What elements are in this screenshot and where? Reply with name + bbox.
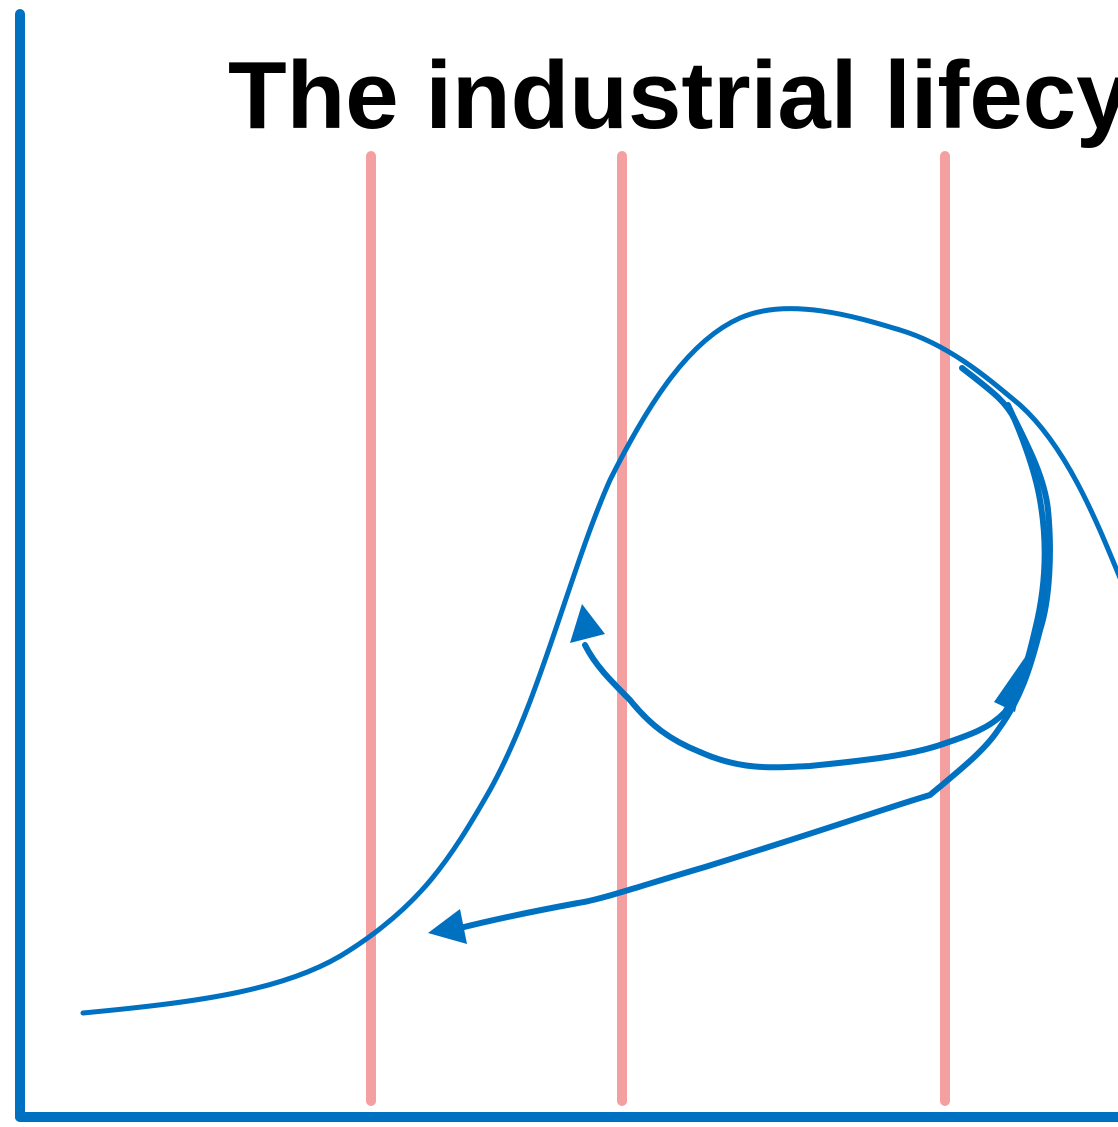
arrow-head xyxy=(994,653,1028,712)
lifecycle-curve xyxy=(80,306,1118,1016)
arrow-head xyxy=(570,604,605,643)
arrow-head xyxy=(428,909,467,944)
return-arrow-path xyxy=(457,365,1053,931)
diagram-title: The industrial lifecycle xyxy=(228,42,1118,149)
loop-arrow-path xyxy=(582,402,1048,771)
